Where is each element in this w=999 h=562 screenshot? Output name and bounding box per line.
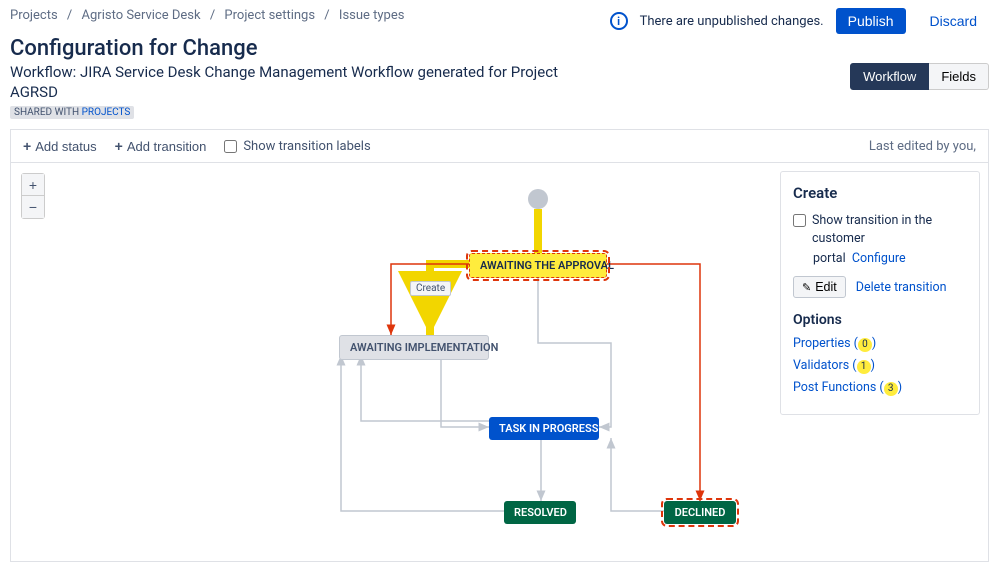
breadcrumb-projects[interactable]: Projects bbox=[10, 8, 58, 23]
workflow-toolbar: + Add status + Add transition Show trans… bbox=[11, 130, 988, 163]
breadcrumb-separator: / bbox=[67, 8, 72, 23]
tab-fields[interactable]: Fields bbox=[929, 63, 989, 90]
discard-button[interactable]: Discard bbox=[918, 8, 989, 34]
unpublished-text: There are unpublished changes. bbox=[640, 14, 824, 29]
add-status-button[interactable]: + Add status bbox=[23, 138, 97, 154]
add-transition-button[interactable]: + Add transition bbox=[115, 138, 207, 154]
breadcrumb-settings[interactable]: Project settings bbox=[224, 8, 315, 23]
configure-link[interactable]: Configure bbox=[852, 251, 906, 266]
show-in-portal-checkbox[interactable] bbox=[793, 214, 806, 227]
edit-transition-button[interactable]: ✎ Edit bbox=[793, 276, 846, 298]
breadcrumb-separator: / bbox=[324, 8, 329, 23]
post-functions-link[interactable]: Post Functions (3) bbox=[793, 380, 967, 396]
zoom-controls: + − bbox=[21, 173, 45, 219]
breadcrumb-project[interactable]: Agristo Service Desk bbox=[82, 8, 201, 23]
zoom-out-button[interactable]: − bbox=[22, 196, 44, 218]
workflow-subtitle: Workflow: JIRA Service Desk Change Manag… bbox=[10, 63, 590, 102]
node-awaiting-implementation[interactable]: AWAITING IMPLEMENTATION bbox=[339, 335, 489, 360]
portal-configure-line: portal Configure bbox=[813, 251, 967, 266]
breadcrumbs: Projects / Agristo Service Desk / Projec… bbox=[10, 8, 404, 23]
options-heading: Options bbox=[793, 312, 967, 328]
plus-icon: + bbox=[115, 138, 123, 154]
panel-title: Create bbox=[793, 184, 967, 202]
create-transition-label[interactable]: Create bbox=[410, 281, 451, 296]
shared-badge: SHARED WITH PROJECTS bbox=[10, 106, 134, 119]
pencil-icon: ✎ bbox=[802, 281, 811, 294]
delete-transition-link[interactable]: Delete transition bbox=[856, 280, 947, 295]
breadcrumb-separator: / bbox=[210, 8, 215, 23]
transition-panel: Create Show transition in the customer p… bbox=[780, 171, 980, 415]
node-task-in-progress[interactable]: TASK IN PROGRESS bbox=[489, 417, 599, 440]
info-icon[interactable]: i bbox=[610, 12, 628, 30]
node-awaiting-approval[interactable]: AWAITING THE APPROVAL bbox=[469, 253, 607, 278]
workflow-canvas[interactable]: + − bbox=[11, 163, 988, 561]
start-node[interactable] bbox=[528, 189, 548, 209]
publish-button[interactable]: Publish bbox=[836, 8, 906, 34]
page-title: Configuration for Change bbox=[0, 36, 999, 61]
show-labels-checkbox[interactable] bbox=[224, 140, 237, 153]
zoom-in-button[interactable]: + bbox=[22, 174, 44, 196]
show-in-portal-toggle[interactable]: Show transition in the customer bbox=[793, 212, 967, 247]
show-labels-toggle[interactable]: Show transition labels bbox=[224, 139, 370, 154]
breadcrumb-issue-types[interactable]: Issue types bbox=[339, 8, 405, 23]
view-tabs: Workflow Fields bbox=[850, 63, 989, 90]
properties-link[interactable]: Properties (0) bbox=[793, 336, 967, 352]
validators-link[interactable]: Validators (1) bbox=[793, 358, 967, 374]
last-edited-text: Last edited by you, bbox=[869, 139, 976, 154]
tab-workflow[interactable]: Workflow bbox=[850, 63, 929, 90]
plus-icon: + bbox=[23, 138, 31, 154]
shared-projects-link[interactable]: PROJECTS bbox=[82, 107, 131, 118]
